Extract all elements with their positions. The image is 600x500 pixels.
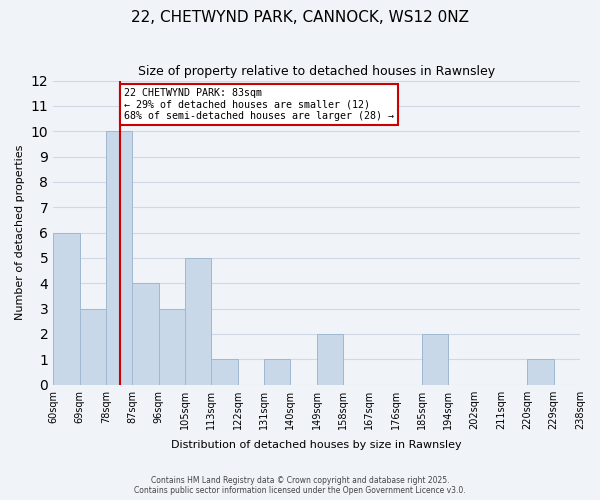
Bar: [422, 334, 448, 384]
Bar: [211, 360, 238, 384]
X-axis label: Distribution of detached houses by size in Rawnsley: Distribution of detached houses by size …: [171, 440, 462, 450]
Bar: [264, 360, 290, 384]
Bar: [132, 284, 158, 384]
Bar: [106, 131, 132, 384]
Y-axis label: Number of detached properties: Number of detached properties: [15, 145, 25, 320]
Bar: [527, 360, 554, 384]
Text: Contains HM Land Registry data © Crown copyright and database right 2025.
Contai: Contains HM Land Registry data © Crown c…: [134, 476, 466, 495]
Text: 22, CHETWYND PARK, CANNOCK, WS12 0NZ: 22, CHETWYND PARK, CANNOCK, WS12 0NZ: [131, 10, 469, 25]
Bar: [53, 232, 80, 384]
Title: Size of property relative to detached houses in Rawnsley: Size of property relative to detached ho…: [138, 65, 495, 78]
Bar: [158, 308, 185, 384]
Bar: [80, 308, 106, 384]
Text: 22 CHETWYND PARK: 83sqm
← 29% of detached houses are smaller (12)
68% of semi-de: 22 CHETWYND PARK: 83sqm ← 29% of detache…: [124, 88, 394, 122]
Bar: [185, 258, 211, 384]
Bar: [317, 334, 343, 384]
